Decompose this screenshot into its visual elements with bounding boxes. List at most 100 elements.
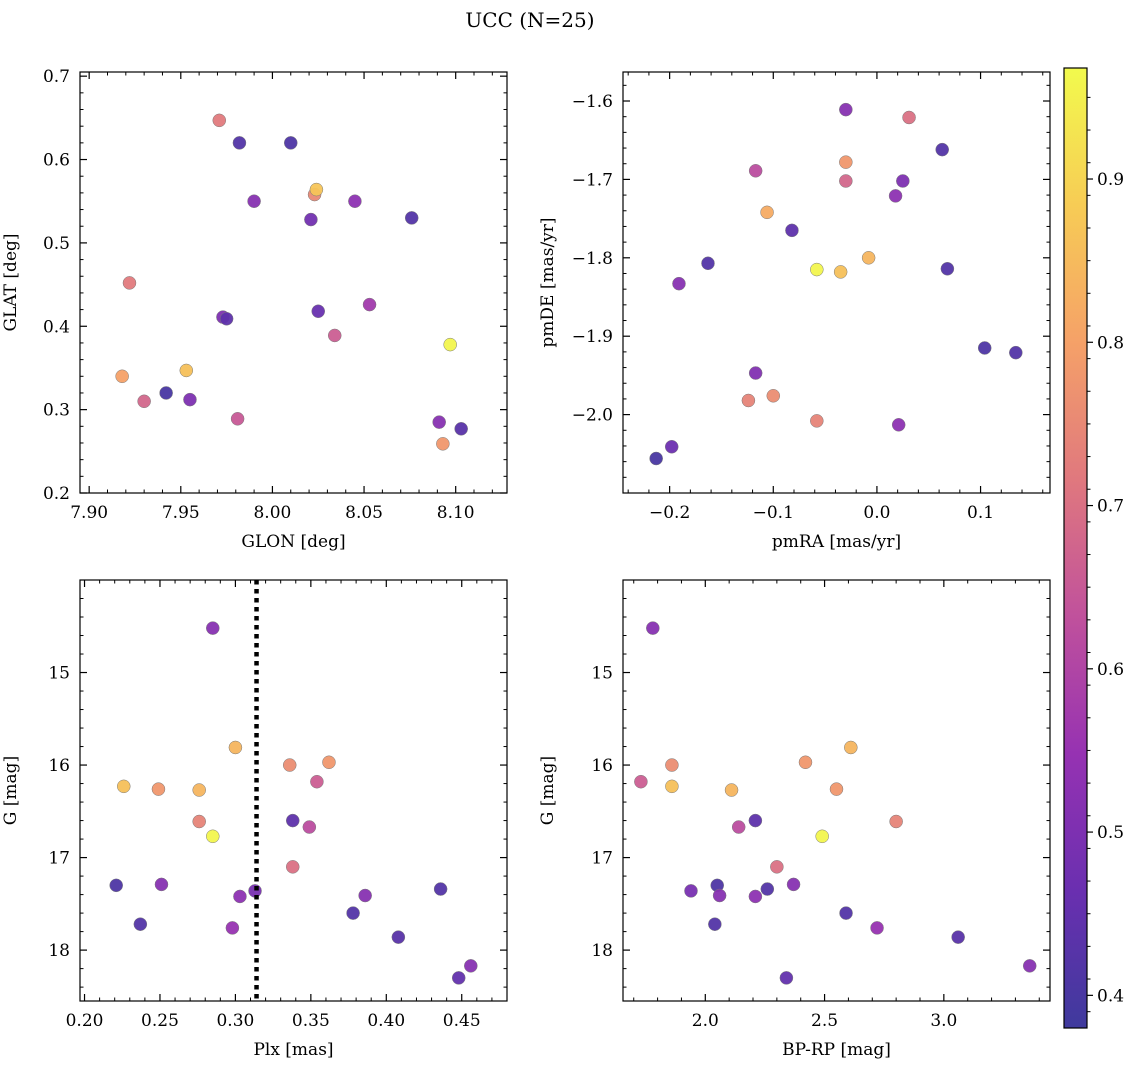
minor-ticks — [623, 580, 1050, 1001]
scatter-point — [748, 164, 763, 178]
scatter-point — [902, 110, 916, 125]
scatter-point — [815, 829, 829, 844]
scatter-point — [159, 386, 173, 400]
colorbar: 0.4 0.5 0.6 0.7 0.8 0.9 — [1063, 67, 1124, 1029]
y-tick-label: 18 — [48, 941, 70, 961]
x-tick-label: 2.5 — [811, 1011, 838, 1031]
y-axis-label: G [mag] — [1, 756, 21, 825]
scatter-point — [391, 930, 406, 944]
scatter-point — [839, 174, 853, 188]
scatter-point — [839, 155, 853, 169]
scatter-point — [889, 814, 903, 829]
axes-frame — [622, 71, 1051, 494]
x-tick-label: 0.40 — [367, 1011, 405, 1031]
scatter-point — [309, 182, 324, 197]
x-axis-label: pmRA [mas/yr] — [772, 532, 901, 552]
panel-3: 0.20 0.25 0.30 0.35 0.40 0.45 15 16 17 18 Plx [mas… — [1, 579, 508, 1060]
scatter-point — [206, 621, 220, 635]
scatter-points — [109, 621, 478, 985]
axes-frame — [79, 579, 508, 1002]
y-tick-label: −2.0 — [572, 406, 613, 426]
x-tick-label: 7.90 — [70, 503, 108, 523]
scatter-point — [327, 328, 342, 343]
scatter-point — [896, 174, 910, 188]
x-tick-label: 8.05 — [345, 503, 383, 523]
scatter-point — [302, 820, 317, 834]
y-tick-label: 16 — [48, 756, 70, 776]
scatter-point — [935, 142, 949, 157]
y-axis-label: G [mag] — [538, 756, 558, 825]
x-tick-label: 7.95 — [162, 503, 200, 523]
y-tick-label: −1.7 — [572, 170, 613, 190]
scatter-point — [839, 102, 853, 117]
scatter-point — [247, 194, 261, 208]
minor-ticks — [80, 580, 508, 1001]
y-tick-label: 0.6 — [43, 151, 70, 171]
scatter-point — [891, 418, 906, 432]
scatter-point — [664, 439, 679, 454]
scatter-point — [839, 906, 853, 920]
scatter-point — [464, 959, 478, 973]
y-tick-label: 0.4 — [43, 317, 70, 337]
scatter-point — [760, 882, 775, 896]
y-tick-label: 17 — [591, 849, 613, 869]
x-tick-label: 0.20 — [66, 1011, 104, 1031]
scatter-point — [362, 297, 377, 312]
colorbar-tick-label: 0.8 — [1097, 333, 1124, 353]
scatter-point — [404, 211, 419, 225]
y-tick-label: 0.5 — [43, 234, 70, 254]
y-tick-label: −1.6 — [572, 92, 613, 112]
scatter-point — [741, 393, 756, 408]
scatter-point — [433, 882, 448, 896]
y-tick-label: −1.8 — [572, 249, 613, 269]
minor-ticks — [80, 72, 507, 493]
x-axis-label: GLON [deg] — [241, 532, 345, 552]
scatter-points — [115, 113, 468, 451]
scatter-point — [451, 971, 466, 985]
colorbar-tick-label: 0.6 — [1097, 660, 1124, 680]
x-tick-label: 0.0 — [863, 503, 890, 523]
x-tick-label: 3.0 — [930, 1011, 957, 1031]
scatter-point — [977, 341, 992, 355]
panel-1: 7.90 7.95 8.00 8.05 8.10 0.2 0.3 0.4 0.5 0.6 0.7 GL… — [1, 67, 508, 552]
scatter-point — [712, 888, 727, 903]
scatter-point — [748, 889, 763, 904]
scatter-point — [634, 774, 648, 789]
scatter-point — [154, 877, 169, 892]
scatter-point — [940, 262, 955, 276]
scatter-points — [634, 621, 1037, 985]
scatter-point — [443, 337, 457, 352]
scatter-point — [206, 829, 220, 844]
scatter-point — [346, 906, 360, 920]
colorbar-tick-label: 0.4 — [1097, 986, 1124, 1006]
scatter-point — [665, 758, 679, 772]
y-tick-label: 0.7 — [43, 67, 70, 87]
scatter-point — [122, 276, 137, 290]
scatter-point — [228, 740, 243, 755]
colorbar-tick-label: 0.9 — [1097, 170, 1124, 190]
y-tick-label: 15 — [48, 664, 70, 684]
scatter-point — [672, 276, 686, 291]
x-tick-label: 0.1 — [967, 503, 994, 523]
scatter-point — [684, 884, 698, 898]
scatter-point — [179, 363, 194, 378]
scatter-point — [786, 877, 801, 892]
scatter-point — [810, 414, 824, 428]
scatter-point — [233, 889, 247, 904]
scatter-point — [649, 451, 663, 466]
y-tick-label: 0.3 — [43, 401, 70, 421]
scatter-point — [861, 251, 876, 265]
scatter-point — [1022, 959, 1037, 973]
panel-2: −0.2 −0.1 0.0 0.1 −1.6 −1.7 −1.8 −1.9 −2.0 pmRA [… — [538, 71, 1051, 552]
panel-4: 2.0 2.5 3.0 15 16 17 18 BP-RP [mag] G [mag] — [538, 579, 1051, 1060]
scatter-point — [731, 820, 746, 834]
x-tick-label: 0.25 — [141, 1011, 179, 1031]
scatter-point — [225, 921, 240, 935]
scatter-point — [748, 813, 763, 828]
x-tick-label: 2.0 — [692, 1011, 719, 1031]
scatter-point — [870, 921, 884, 935]
scatter-point — [436, 437, 450, 451]
scatter-point — [748, 366, 763, 380]
scatter-point — [230, 412, 245, 426]
scatter-point — [665, 779, 679, 794]
